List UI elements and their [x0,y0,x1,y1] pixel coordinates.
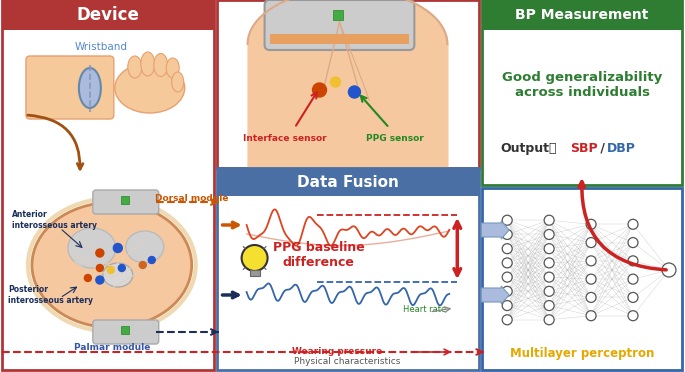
FancyBboxPatch shape [482,188,682,370]
FancyBboxPatch shape [121,196,129,204]
Circle shape [108,266,114,273]
Circle shape [113,244,123,253]
FancyBboxPatch shape [216,196,480,370]
Circle shape [544,230,554,240]
FancyBboxPatch shape [482,0,682,185]
Ellipse shape [141,52,155,76]
Circle shape [148,257,155,263]
Circle shape [330,77,340,87]
Circle shape [586,292,596,302]
Circle shape [586,311,596,321]
FancyArrow shape [482,221,509,239]
Text: Good generalizability
across individuals: Good generalizability across individuals [502,71,662,99]
Circle shape [544,301,554,311]
FancyBboxPatch shape [2,0,214,30]
Text: Dorsal module: Dorsal module [155,193,228,202]
FancyBboxPatch shape [216,168,480,196]
Circle shape [586,274,596,284]
Circle shape [502,230,512,240]
Text: /: / [596,141,610,154]
Ellipse shape [68,228,116,268]
Circle shape [139,262,147,269]
Text: PPG baseline
difference: PPG baseline difference [273,241,364,269]
Circle shape [628,292,638,302]
Ellipse shape [153,54,168,77]
Circle shape [84,275,91,282]
Text: Multilayer perceptron: Multilayer perceptron [510,347,654,360]
Text: SBP: SBP [570,141,598,154]
Circle shape [628,238,638,248]
Text: Posterior
interosseous artery: Posterior interosseous artery [8,285,93,305]
FancyBboxPatch shape [334,10,343,20]
Circle shape [544,315,554,325]
Circle shape [502,286,512,296]
FancyBboxPatch shape [216,0,480,168]
Circle shape [628,274,638,284]
Circle shape [96,276,104,284]
FancyBboxPatch shape [2,0,214,370]
Circle shape [586,256,596,266]
Ellipse shape [172,72,184,92]
Circle shape [349,86,360,98]
Text: Heart rate: Heart rate [403,305,446,314]
Text: Interface sensor: Interface sensor [242,134,326,142]
FancyBboxPatch shape [26,56,114,119]
Circle shape [544,244,554,254]
Text: Physical characteristics: Physical characteristics [295,357,401,366]
Circle shape [502,301,512,311]
Circle shape [97,264,103,272]
Circle shape [502,215,512,225]
Text: BP Measurement: BP Measurement [515,8,649,22]
Circle shape [662,263,676,277]
Circle shape [312,83,327,97]
Text: PPG sensor: PPG sensor [366,134,423,142]
Text: Output：: Output： [500,141,557,154]
Text: Palmar module: Palmar module [73,343,150,353]
FancyBboxPatch shape [93,190,159,214]
Ellipse shape [166,58,179,78]
Circle shape [544,215,554,225]
Text: DBP: DBP [607,141,636,154]
Ellipse shape [115,63,185,113]
Circle shape [502,258,512,268]
Circle shape [586,238,596,248]
Circle shape [628,311,638,321]
Ellipse shape [126,231,164,263]
Circle shape [242,245,268,271]
Circle shape [628,256,638,266]
Circle shape [119,264,125,272]
Text: Wearing pressure: Wearing pressure [292,347,383,356]
FancyBboxPatch shape [264,0,414,50]
Ellipse shape [79,68,101,108]
Circle shape [544,286,554,296]
Ellipse shape [32,202,192,327]
Ellipse shape [103,263,133,287]
Circle shape [544,272,554,282]
Circle shape [96,249,104,257]
Circle shape [544,258,554,268]
Text: Data Fusion: Data Fusion [297,174,399,189]
Circle shape [502,272,512,282]
FancyBboxPatch shape [270,34,410,44]
Text: Device: Device [77,6,139,24]
Circle shape [502,315,512,325]
FancyBboxPatch shape [93,320,159,344]
Circle shape [586,219,596,229]
FancyBboxPatch shape [249,270,260,276]
FancyBboxPatch shape [121,326,129,334]
Circle shape [502,244,512,254]
Circle shape [628,219,638,229]
Ellipse shape [128,56,142,78]
Text: Anterior
interosseous artery: Anterior interosseous artery [12,210,97,230]
Text: Wristband: Wristband [75,42,128,52]
FancyArrow shape [482,286,509,304]
FancyBboxPatch shape [482,0,682,30]
